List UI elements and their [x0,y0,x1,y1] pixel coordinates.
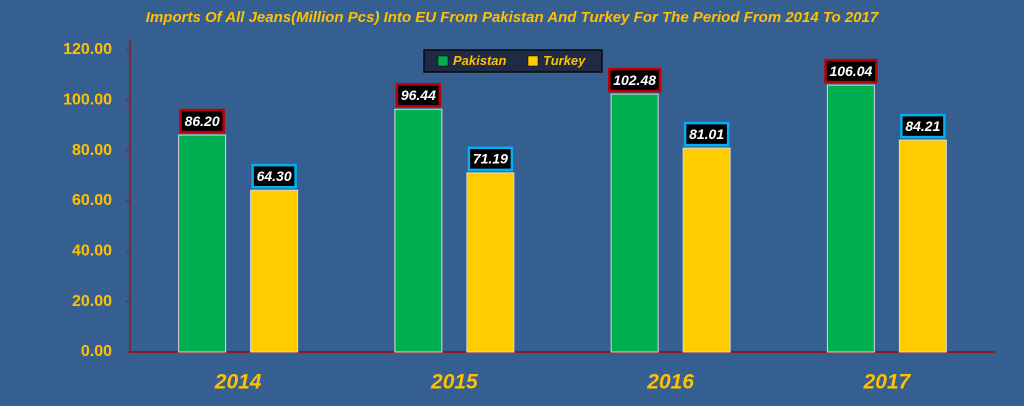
data-label: 84.21 [905,118,940,134]
y-tick-label: 60.00 [72,192,112,209]
data-label: 64.30 [257,168,292,184]
x-tick-label: 2017 [863,371,912,394]
legend-swatch [437,55,449,67]
data-label-box [251,163,297,189]
data-label: 106.04 [829,63,872,79]
y-tick-label: 0.00 [81,343,112,360]
x-tick-label: 2016 [646,371,694,394]
legend-box [423,49,603,73]
bar [394,108,443,353]
data-label: 81.01 [689,126,724,142]
data-label-box [683,121,730,147]
x-tick-label: 2014 [214,371,262,394]
y-tick-label: 120.00 [63,41,112,58]
data-label-box [900,113,946,139]
data-label: 96.44 [401,87,436,103]
bar [682,147,731,353]
bar [250,189,299,353]
legend-label: Pakistan [453,53,507,68]
legend-swatch [527,55,539,67]
bar [610,93,659,353]
y-tick-label: 80.00 [72,142,112,159]
y-tick-label: 100.00 [63,92,112,109]
bar [466,172,515,353]
bar [898,139,947,353]
x-tick-label: 2015 [430,371,478,394]
data-label-box [179,108,225,134]
y-tick-label: 20.00 [72,293,112,310]
data-label: 102.48 [613,72,656,88]
legend-label: Turkey [543,53,586,68]
data-label-box [824,58,878,84]
chart-title: Imports Of All Jeans(Million Pcs) Into E… [146,9,879,26]
y-tick-label: 40.00 [72,243,112,260]
data-label: 86.20 [185,113,220,129]
data-label-box [467,146,514,172]
bar [826,84,875,353]
data-label-box [607,67,662,93]
data-label: 71.19 [473,151,508,167]
bar [178,134,227,353]
data-label-box [395,83,442,108]
